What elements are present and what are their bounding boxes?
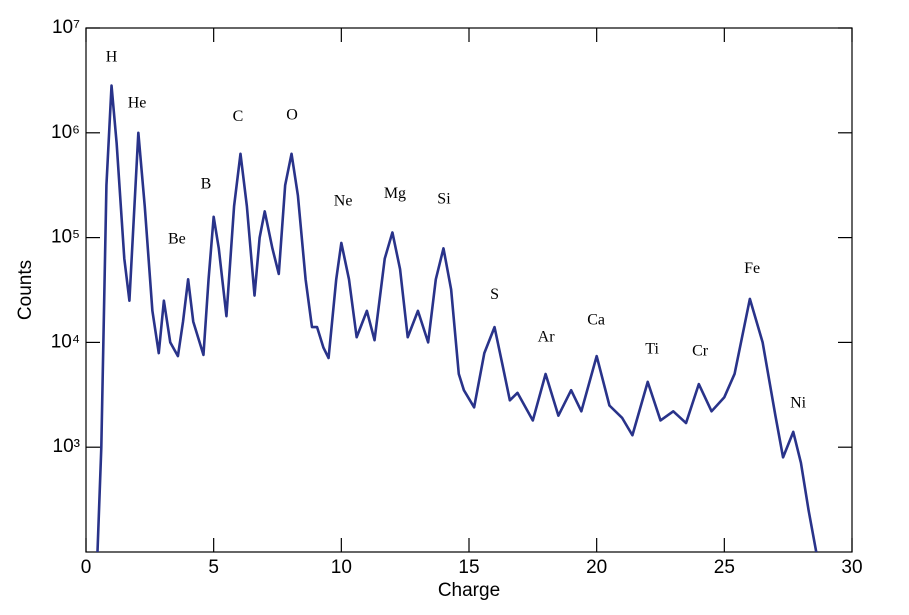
element-label: Mg	[384, 185, 406, 202]
element-label: B	[201, 175, 212, 192]
y-tick-label: 10⁵	[51, 227, 80, 248]
element-label: H	[106, 48, 118, 65]
element-label: Ca	[587, 312, 605, 329]
element-label: Cr	[692, 343, 709, 360]
x-tick-label: 20	[586, 557, 607, 578]
x-tick-label: 30	[841, 557, 862, 578]
plot-frame	[85, 27, 853, 553]
element-label: Ar	[538, 329, 556, 346]
y-axis-title: Counts	[15, 260, 36, 320]
x-tick-label: 5	[208, 557, 219, 578]
element-label: Ti	[645, 340, 659, 357]
y-tick-label: 10⁴	[51, 331, 80, 352]
y-tick-label: 10³	[53, 436, 80, 457]
data-line	[96, 84, 818, 552]
y-tick-label: 10⁷	[52, 17, 80, 38]
x-tick-label: 25	[714, 557, 735, 578]
element-label: Ne	[334, 192, 353, 209]
element-label: C	[233, 108, 244, 125]
element-label: Be	[168, 231, 186, 248]
element-label: O	[286, 107, 298, 124]
x-tick-label: 15	[458, 557, 479, 578]
element-label: Ni	[790, 394, 807, 411]
element-label: S	[490, 286, 499, 303]
x-axis-title: Charge	[438, 580, 500, 601]
y-tick-label: 10⁶	[51, 122, 80, 143]
element-label: Fe	[744, 260, 760, 277]
element-label: He	[128, 94, 147, 111]
x-tick-label: 0	[81, 557, 92, 578]
element-label: Si	[437, 190, 451, 207]
x-tick-label: 10	[331, 557, 352, 578]
